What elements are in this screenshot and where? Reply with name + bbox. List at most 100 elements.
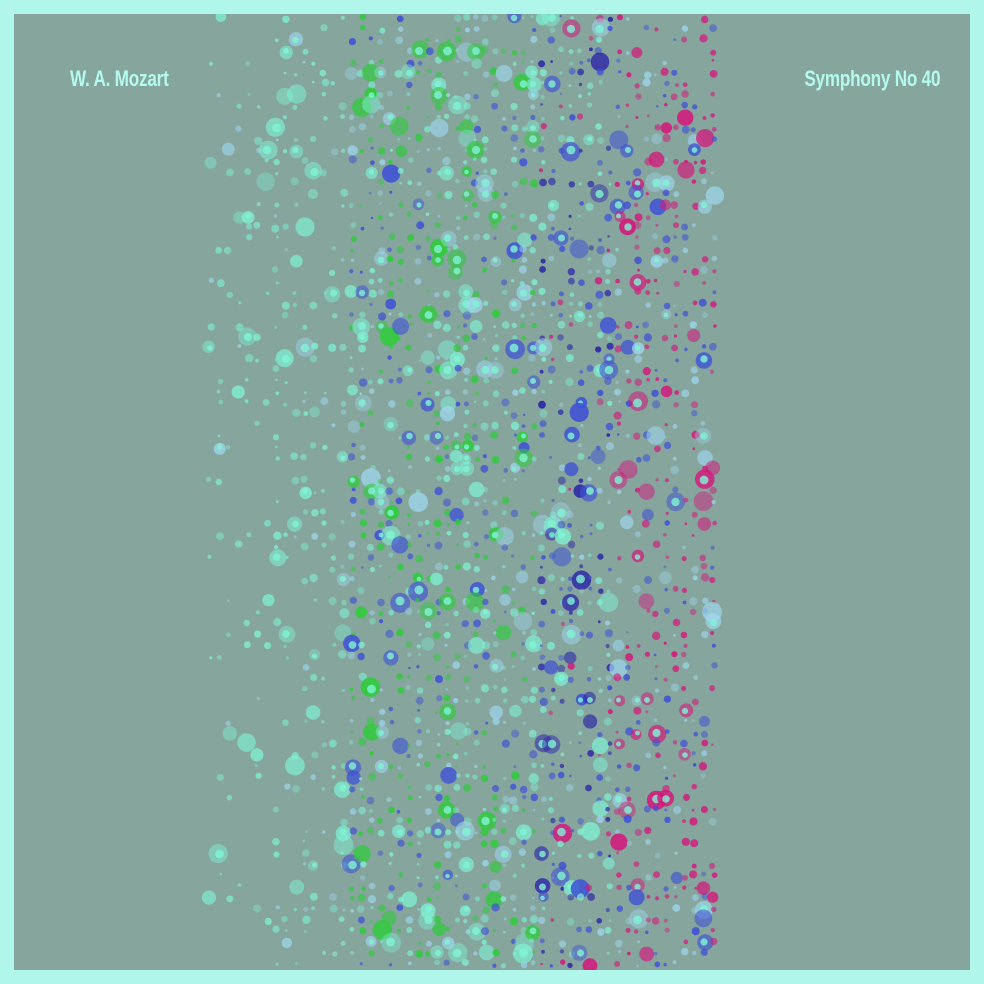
note-dot <box>664 808 668 812</box>
note-dot <box>521 424 526 428</box>
note-dot <box>701 739 709 747</box>
note-dot <box>577 453 585 461</box>
note-dot <box>452 753 459 760</box>
note-dot <box>569 114 576 121</box>
note-dot <box>311 342 319 350</box>
note-dot <box>708 862 716 870</box>
note-dot <box>360 24 366 31</box>
note-dot <box>711 255 718 262</box>
note-dot <box>307 188 319 200</box>
note-dot <box>683 643 688 649</box>
note-dot <box>568 104 573 108</box>
note-dot <box>425 399 432 407</box>
note-dot <box>643 333 653 342</box>
note-dot <box>510 214 515 218</box>
note-dot <box>551 357 555 362</box>
note-dot <box>311 532 319 540</box>
note-dot <box>462 827 471 837</box>
note-dot <box>513 146 517 151</box>
note-dot <box>377 215 383 221</box>
note-dot <box>434 959 440 966</box>
note-dot <box>653 805 659 812</box>
note-dot <box>426 148 430 152</box>
note-dot <box>653 278 658 283</box>
note-dot <box>633 915 642 925</box>
note-dot <box>225 632 231 638</box>
note-dot <box>481 178 490 188</box>
note-dot <box>604 793 612 801</box>
note-dot <box>599 317 617 334</box>
note-dot <box>434 784 442 793</box>
note-dot <box>455 215 461 221</box>
note-dot <box>633 398 642 408</box>
note-dot <box>607 400 613 406</box>
note-dot <box>523 413 526 417</box>
note-dot <box>692 575 698 581</box>
note-dot <box>635 93 642 100</box>
note-dot <box>416 70 420 75</box>
note-dot <box>521 808 526 812</box>
note-dot <box>512 873 517 878</box>
note-dot <box>664 816 671 823</box>
note-dot <box>287 84 307 104</box>
note-dot <box>538 146 545 153</box>
note-dot <box>683 497 689 503</box>
note-dot <box>348 126 356 133</box>
note-dot <box>394 70 403 78</box>
note-dot <box>349 477 356 483</box>
note-dot <box>521 433 526 439</box>
note-dot <box>475 391 479 396</box>
note-dot <box>540 103 543 106</box>
note-dot <box>444 389 451 396</box>
note-dot <box>462 389 469 395</box>
note-dot <box>435 950 441 956</box>
note-dot <box>437 146 441 151</box>
note-dot <box>407 542 412 548</box>
note-dot <box>473 211 481 219</box>
note-dot <box>632 584 641 594</box>
note-dot <box>425 951 431 957</box>
note-dot <box>626 884 632 891</box>
note-dot <box>568 49 574 55</box>
note-dot <box>386 530 395 540</box>
note-dot <box>560 752 565 757</box>
note-dot <box>511 466 517 472</box>
note-dot <box>682 662 690 669</box>
note-dot <box>664 729 670 734</box>
note-dot <box>416 852 422 858</box>
note-dot <box>226 794 233 801</box>
note-dot <box>598 79 604 85</box>
note-dot <box>646 894 651 899</box>
note-dot <box>607 741 613 746</box>
note-dot <box>395 497 403 505</box>
note-dot <box>349 496 357 504</box>
note-dot <box>426 543 431 548</box>
note-dot <box>461 620 469 628</box>
note-dot <box>456 543 459 547</box>
note-dot <box>662 795 670 803</box>
note-dot <box>607 709 613 715</box>
note-dot <box>565 377 574 387</box>
note-dot <box>290 177 299 186</box>
note-dot <box>455 48 459 52</box>
note-dot <box>645 192 649 196</box>
note-dot <box>684 522 688 525</box>
note-dot <box>615 333 622 341</box>
note-dot <box>589 532 593 536</box>
note-dot <box>577 301 584 307</box>
note-dot <box>684 347 688 352</box>
note-dot <box>540 258 546 264</box>
note-dot <box>509 796 518 805</box>
note-dot <box>597 311 605 319</box>
note-dot <box>568 576 573 581</box>
note-dot <box>501 398 510 407</box>
note-dot <box>634 83 640 89</box>
note-dot <box>425 235 431 242</box>
note-dot <box>361 795 365 799</box>
note-dot <box>660 385 673 398</box>
note-dot <box>379 940 383 943</box>
note-dot <box>588 918 592 923</box>
note-dot <box>465 686 469 690</box>
note-dot <box>389 664 392 668</box>
note-dot <box>615 795 622 803</box>
